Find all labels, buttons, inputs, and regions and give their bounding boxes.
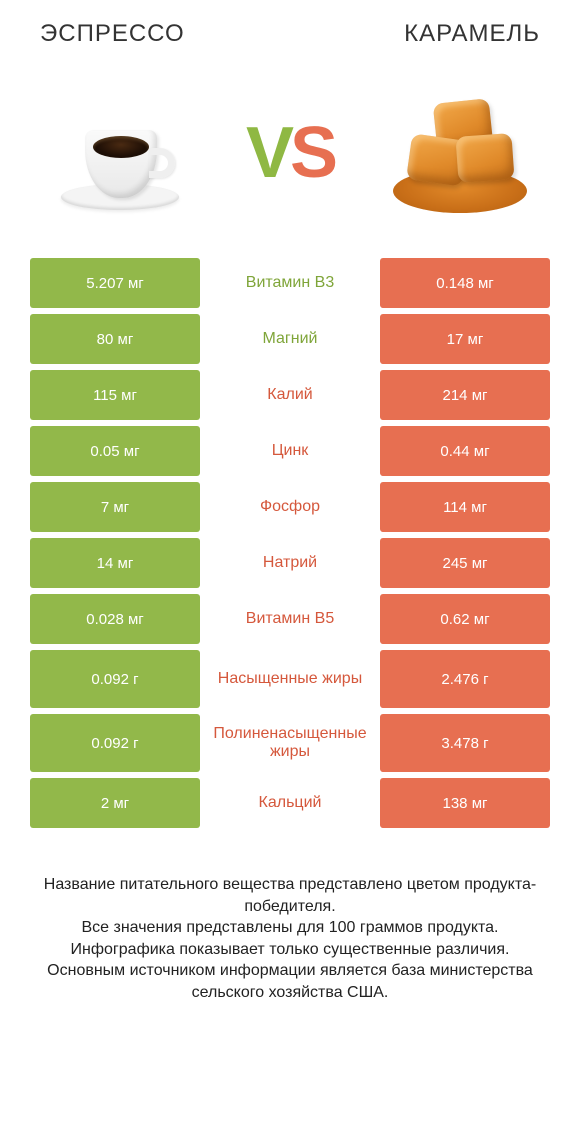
nutrient-label: Насыщенные жиры xyxy=(200,650,380,708)
value-left: 115 мг xyxy=(30,370,200,420)
table-row: 0.092 гНасыщенные жиры2.476 г xyxy=(30,650,550,708)
vs-s: S xyxy=(290,113,334,193)
comparison-table: 5.207 мгВитамин B30.148 мг 80 мгМагний17 … xyxy=(0,258,580,828)
nutrient-label: Фосфор xyxy=(200,482,380,532)
vs-v: V xyxy=(246,113,290,193)
footer-line: Все значения представлены для 100 граммо… xyxy=(40,917,540,939)
value-right: 2.476 г xyxy=(380,650,550,708)
table-row: 0.028 мгВитамин B50.62 мг xyxy=(30,594,550,644)
table-row: 0.05 мгЦинк0.44 мг xyxy=(30,426,550,476)
espresso-image xyxy=(40,73,200,233)
value-left: 0.092 г xyxy=(30,650,200,708)
table-row: 5.207 мгВитамин B30.148 мг xyxy=(30,258,550,308)
title-left: ЭСПРЕССО xyxy=(40,20,185,48)
value-right: 0.148 мг xyxy=(380,258,550,308)
title-right: КАРАМЕЛЬ xyxy=(404,20,540,48)
caramel-image xyxy=(380,73,540,233)
table-row: 2 мгКальций138 мг xyxy=(30,778,550,828)
nutrient-label: Калий xyxy=(200,370,380,420)
nutrient-label: Витамин B5 xyxy=(200,594,380,644)
value-left: 0.05 мг xyxy=(30,426,200,476)
value-left: 0.028 мг xyxy=(30,594,200,644)
nutrient-label: Кальций xyxy=(200,778,380,828)
nutrient-label: Натрий xyxy=(200,538,380,588)
value-left: 14 мг xyxy=(30,538,200,588)
nutrient-label: Витамин B3 xyxy=(200,258,380,308)
value-right: 214 мг xyxy=(380,370,550,420)
footer-line: Основным источником информации является … xyxy=(40,960,540,1003)
footer-note: Название питательного вещества представл… xyxy=(0,834,580,1004)
value-left: 0.092 г xyxy=(30,714,200,772)
nutrient-label: Магний xyxy=(200,314,380,364)
value-right: 3.478 г xyxy=(380,714,550,772)
table-row: 0.092 гПолиненасыщенные жиры3.478 г xyxy=(30,714,550,772)
value-left: 5.207 мг xyxy=(30,258,200,308)
nutrient-label: Цинк xyxy=(200,426,380,476)
value-left: 7 мг xyxy=(30,482,200,532)
vs-label: VS xyxy=(246,112,334,194)
table-row: 80 мгМагний17 мг xyxy=(30,314,550,364)
header: ЭСПРЕССО КАРАМЕЛЬ xyxy=(0,0,580,58)
value-right: 245 мг xyxy=(380,538,550,588)
table-row: 14 мгНатрий245 мг xyxy=(30,538,550,588)
value-right: 0.62 мг xyxy=(380,594,550,644)
nutrient-label: Полиненасыщенные жиры xyxy=(200,714,380,772)
table-row: 115 мгКалий214 мг xyxy=(30,370,550,420)
value-right: 138 мг xyxy=(380,778,550,828)
value-left: 2 мг xyxy=(30,778,200,828)
table-row: 7 мгФосфор114 мг xyxy=(30,482,550,532)
footer-line: Название питательного вещества представл… xyxy=(40,874,540,917)
value-right: 17 мг xyxy=(380,314,550,364)
value-right: 114 мг xyxy=(380,482,550,532)
value-right: 0.44 мг xyxy=(380,426,550,476)
value-left: 80 мг xyxy=(30,314,200,364)
images-row: VS xyxy=(0,58,580,258)
footer-line: Инфографика показывает только существенн… xyxy=(40,939,540,961)
